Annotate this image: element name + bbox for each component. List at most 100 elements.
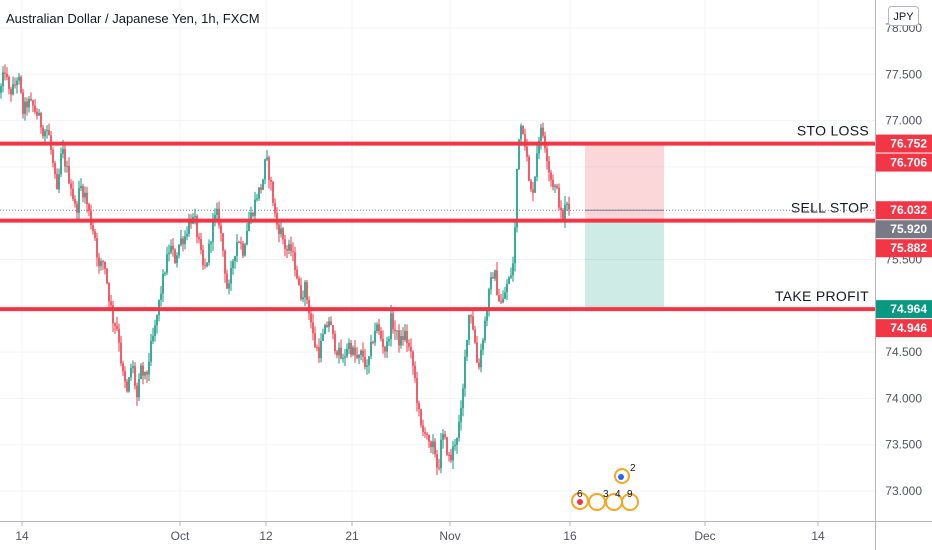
chart-title: Australian Dollar / Japanese Yen, 1h, FX…	[6, 11, 260, 26]
candle	[294, 246, 296, 277]
stop-loss-label: STO LOSS	[797, 123, 869, 139]
price-tag-text: 75.882	[890, 241, 927, 255]
price-tag: 76.032	[876, 201, 932, 220]
candle	[400, 329, 402, 349]
candle	[90, 204, 92, 230]
candle	[218, 201, 220, 229]
candle	[438, 458, 440, 471]
candle	[396, 330, 398, 340]
candle	[440, 432, 442, 474]
candle	[88, 202, 90, 217]
candle	[452, 440, 454, 470]
candle	[232, 259, 234, 275]
candle	[84, 186, 86, 204]
candle	[206, 262, 208, 268]
indicator-number-6: 6	[577, 489, 583, 500]
candle	[216, 202, 218, 222]
candle	[482, 337, 484, 356]
candle	[326, 321, 328, 328]
candle	[340, 339, 342, 360]
candle	[244, 242, 246, 257]
candle	[328, 317, 330, 333]
y-tick-label: 74.500	[885, 345, 922, 359]
candle	[24, 97, 26, 121]
candle	[242, 240, 244, 259]
take-profit-zone[interactable]	[585, 220, 664, 310]
indicator-circle-4	[621, 493, 639, 511]
candle	[118, 323, 120, 352]
candle	[390, 305, 392, 347]
candle	[524, 128, 526, 151]
candle	[182, 236, 184, 252]
horizontal-lines[interactable]: STO LOSS SELL STOP TAKE PROFIT	[0, 123, 875, 312]
candle	[32, 99, 34, 112]
x-axis[interactable]: 14 Oct 12 21 Nov 16 Dec 14	[15, 521, 825, 543]
candle	[316, 344, 318, 352]
candle	[508, 276, 510, 285]
candle	[380, 327, 382, 342]
candle	[566, 201, 568, 212]
stop-loss-zone[interactable]	[585, 143, 664, 221]
candle	[418, 400, 420, 417]
candle	[256, 193, 258, 202]
indicator-logo[interactable]: 2 6 3 4 9	[571, 463, 639, 511]
indicator-top-dot	[618, 474, 624, 480]
candle	[40, 111, 42, 134]
x-tick-label: 14	[15, 529, 29, 543]
candle	[58, 168, 60, 194]
candle	[20, 75, 22, 94]
candle	[0, 83, 2, 99]
candle	[148, 352, 150, 382]
candle	[260, 183, 262, 194]
candle	[404, 324, 406, 342]
candle	[546, 142, 548, 170]
x-tick-label: Dec	[694, 529, 715, 543]
candle	[52, 147, 54, 168]
candle	[468, 314, 470, 345]
candle	[56, 168, 58, 190]
price-tag-text: 76.032	[890, 203, 927, 217]
position-tool[interactable]	[585, 143, 664, 310]
candle	[122, 360, 124, 376]
price-tag-text: 75.920	[890, 222, 927, 236]
candle	[72, 180, 74, 202]
candle	[140, 363, 142, 380]
candle	[258, 187, 260, 201]
candle	[22, 88, 24, 119]
candle	[86, 186, 88, 213]
candle	[480, 343, 482, 373]
candle	[320, 333, 322, 363]
candle	[462, 383, 464, 417]
candle	[420, 408, 422, 428]
candle	[368, 356, 370, 374]
candle	[494, 269, 496, 282]
candle	[456, 437, 458, 454]
candle	[548, 156, 550, 182]
candle	[94, 228, 96, 242]
candle	[360, 349, 362, 361]
candle	[350, 340, 352, 358]
candle	[116, 316, 118, 332]
candle	[16, 77, 18, 94]
candle	[64, 143, 66, 173]
indicator-red-dot	[577, 499, 583, 505]
candle	[286, 245, 288, 259]
candle	[434, 438, 436, 458]
candle	[60, 147, 62, 177]
y-tick-label: 74.000	[885, 391, 922, 405]
candle	[532, 181, 534, 202]
candle	[264, 158, 266, 185]
candle	[12, 76, 14, 96]
candle	[488, 287, 490, 317]
candle	[68, 157, 70, 185]
candle	[528, 154, 530, 182]
candle	[230, 260, 232, 291]
candle	[552, 174, 554, 191]
candle	[554, 183, 556, 194]
currency-badge[interactable]: JPY	[888, 6, 919, 26]
candle	[382, 330, 384, 354]
candle	[376, 322, 378, 334]
candle	[304, 280, 306, 307]
